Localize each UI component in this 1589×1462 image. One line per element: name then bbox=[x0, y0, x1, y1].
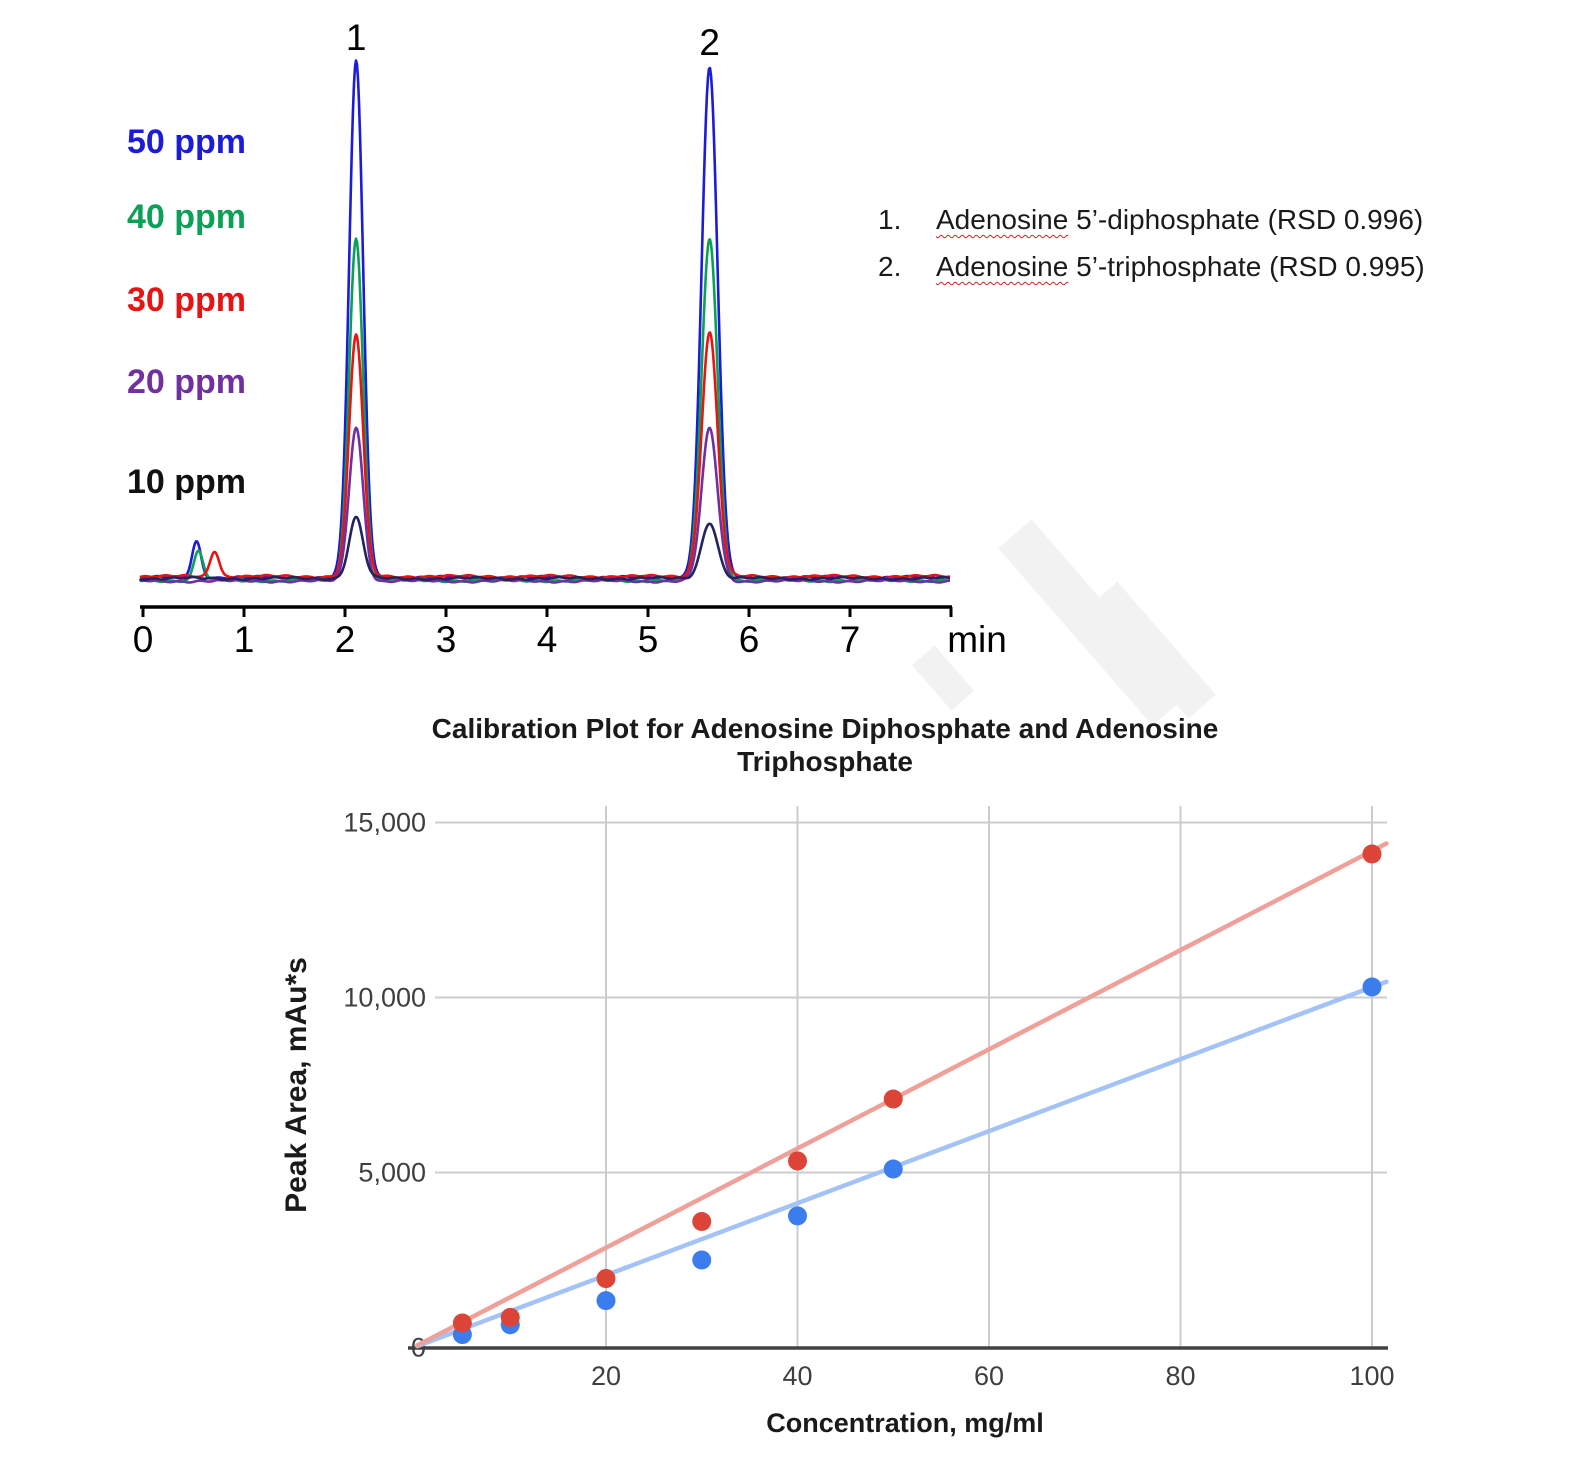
data-point-series-red bbox=[1362, 844, 1382, 864]
legend-compound-word: Adenosine bbox=[936, 204, 1069, 235]
data-point-series-blue bbox=[596, 1291, 616, 1311]
chromatogram-trace-50-ppm bbox=[139, 59, 951, 581]
chromatogram-trace-20-ppm bbox=[138, 426, 951, 584]
data-point-series-blue bbox=[788, 1206, 807, 1226]
chromatogram-trace-40-ppm bbox=[139, 237, 951, 584]
data-point-series-red bbox=[692, 1212, 712, 1231]
x-tick-label: 100 bbox=[1349, 1361, 1394, 1391]
trendline-series-red bbox=[415, 841, 1389, 1348]
time-axis-unit: min bbox=[947, 619, 1007, 660]
calibration-chart-title: Calibration Plot for Adenosine Diphospha… bbox=[431, 713, 1219, 778]
data-point-series-red bbox=[452, 1313, 472, 1333]
legend-item-number: 1. bbox=[878, 204, 902, 235]
legend-item-rest: 5’-triphosphate (RSD 0.995) bbox=[1068, 251, 1425, 282]
x-axis-title: Concentration, mg/ml bbox=[766, 1408, 1044, 1438]
data-point-series-blue bbox=[883, 1159, 903, 1179]
peak-legend: 1. Adenosine 5’-diphosphate (RSD 0.996) … bbox=[878, 196, 1425, 290]
chromatogram-trace-30-ppm bbox=[139, 331, 951, 580]
time-tick-label: 4 bbox=[537, 619, 558, 660]
legend-item: 2. Adenosine 5’-triphosphate (RSD 0.995) bbox=[878, 243, 1425, 290]
y-tick-label: 15,000 bbox=[343, 808, 426, 838]
data-point-series-red bbox=[788, 1151, 807, 1171]
x-tick-label: 40 bbox=[782, 1361, 812, 1391]
legend-item-text: Adenosine 5’-triphosphate (RSD 0.995) bbox=[936, 243, 1425, 290]
legend-item-text: Adenosine 5’-diphosphate (RSD 0.996) bbox=[936, 196, 1423, 243]
time-tick-label: 7 bbox=[840, 619, 861, 660]
data-point-series-blue bbox=[692, 1250, 712, 1270]
data-point-series-blue bbox=[1362, 977, 1382, 997]
time-tick-label: 1 bbox=[234, 619, 255, 660]
concentration-label-40-ppm: 40 ppm bbox=[127, 198, 247, 236]
x-tick-label: 80 bbox=[1165, 1361, 1195, 1391]
legend-item-rest: 5’-diphosphate (RSD 0.996) bbox=[1068, 204, 1424, 235]
legend-item-number: 2. bbox=[878, 251, 902, 282]
time-tick-label: 5 bbox=[638, 619, 659, 660]
peak-annotation-2: 2 bbox=[699, 22, 720, 63]
time-tick-label: 3 bbox=[436, 619, 457, 660]
x-tick-label: 20 bbox=[591, 1361, 621, 1391]
chromatogram-trace-10-ppm bbox=[138, 515, 951, 582]
y-tick-label: 10,000 bbox=[343, 983, 426, 1013]
time-tick-label: 0 bbox=[133, 619, 154, 660]
y-tick-label: 5,000 bbox=[358, 1158, 426, 1188]
time-tick-label: 6 bbox=[739, 619, 760, 660]
concentration-label-30-ppm: 30 ppm bbox=[127, 281, 247, 319]
peak-annotation-1: 1 bbox=[346, 17, 367, 58]
concentration-label-10-ppm: 10 ppm bbox=[127, 463, 247, 501]
concentration-label-20-ppm: 20 ppm bbox=[127, 363, 247, 401]
x-tick-label: 60 bbox=[974, 1361, 1004, 1391]
data-point-series-red bbox=[500, 1307, 520, 1327]
time-tick-label: 2 bbox=[335, 619, 356, 660]
legend-item: 1. Adenosine 5’-diphosphate (RSD 0.996) bbox=[878, 196, 1425, 243]
data-point-series-red bbox=[883, 1089, 903, 1109]
legend-compound-word: Adenosine bbox=[936, 251, 1069, 282]
concentration-label-50-ppm: 50 ppm bbox=[127, 123, 247, 161]
trendline-series-blue bbox=[415, 979, 1389, 1349]
chromatogram-plot: 0 1 2 3 4 5 6 7 min 1 2 bbox=[133, 17, 1007, 660]
data-point-series-red bbox=[596, 1269, 616, 1289]
